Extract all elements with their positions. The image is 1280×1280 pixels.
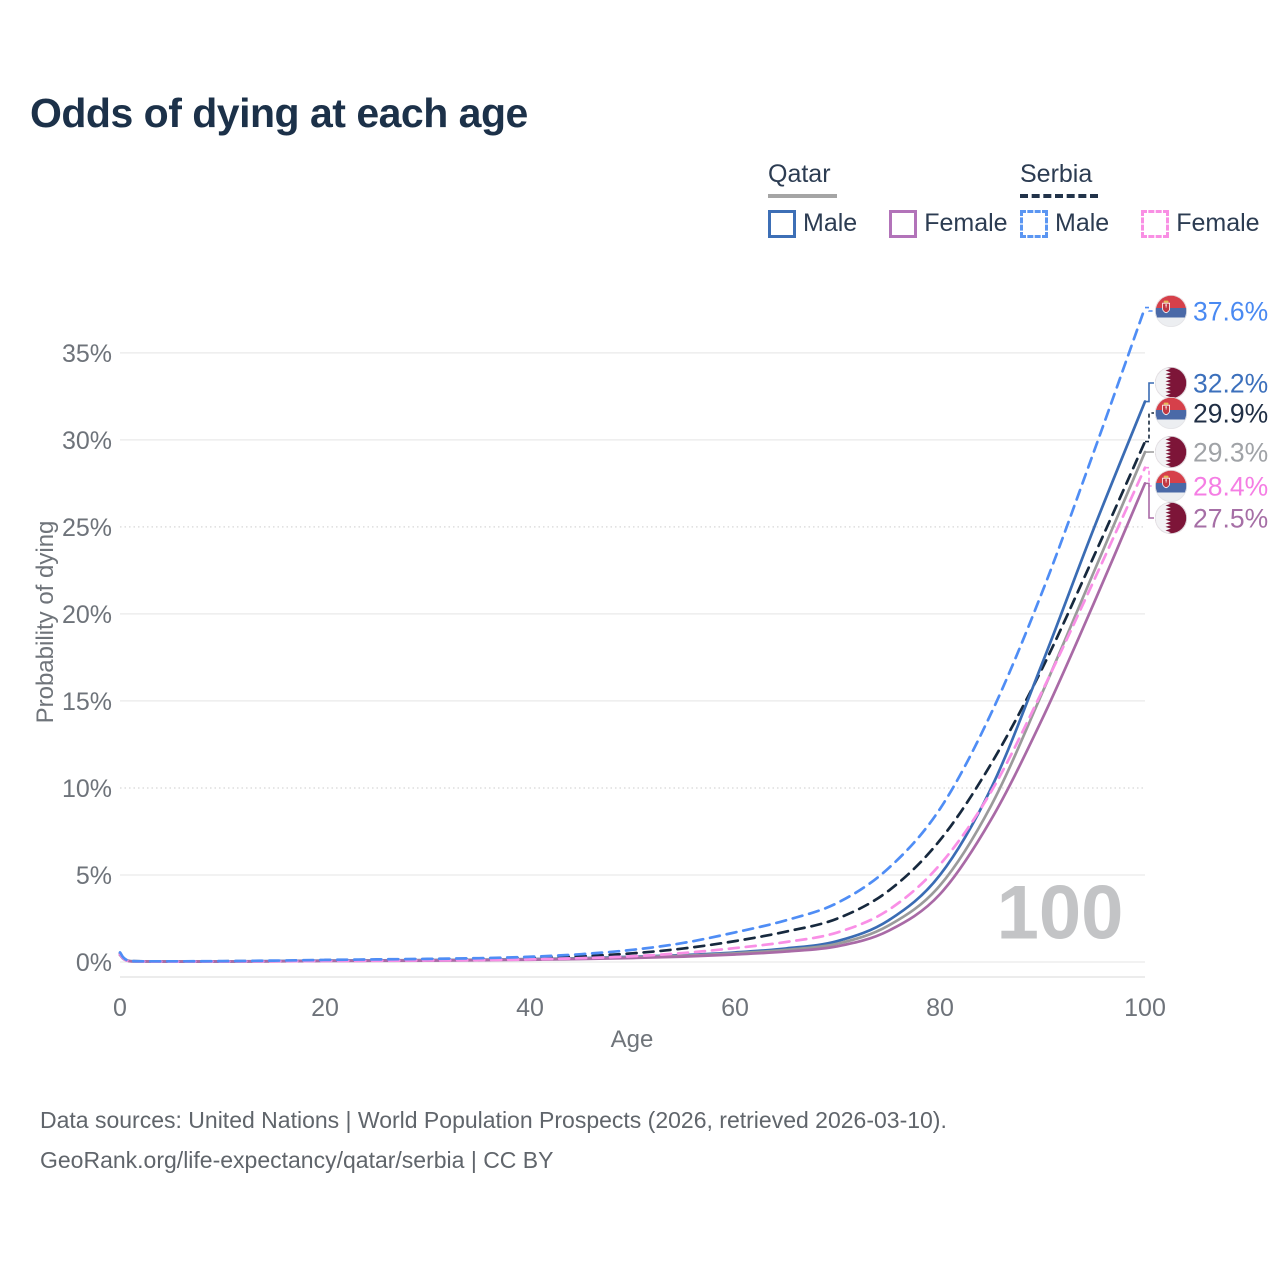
- x-tick-label: 80: [926, 994, 954, 1022]
- end-label-connector: [1145, 306, 1154, 312]
- legend-group-qatar: Qatar Male Female: [768, 160, 1008, 238]
- end-label-value: 28.4%: [1193, 472, 1268, 502]
- qatar-male-swatch-icon: [768, 209, 796, 238]
- end-label-value: 29.3%: [1193, 438, 1268, 468]
- end-label-connector: [1145, 482, 1154, 519]
- legend-item-qatar-female[interactable]: Female: [889, 209, 1008, 238]
- y-tick-label: 10%: [62, 775, 112, 803]
- end-label-serbia-male: 37.6%: [1154, 294, 1268, 328]
- y-tick-label: 20%: [62, 601, 112, 629]
- series-line-qatar-total: [118, 450, 1147, 963]
- end-label-qatar-female: 27.5%: [1154, 501, 1268, 535]
- serbia-male-swatch-icon: [1020, 209, 1048, 238]
- y-tick-label: 35%: [62, 340, 112, 368]
- serbia-flag-icon: [1154, 469, 1188, 503]
- x-tick-label: 40: [516, 994, 544, 1022]
- footer-data-sources: Data sources: United Nations | World Pop…: [40, 1107, 947, 1133]
- end-label-value: 37.6%: [1193, 297, 1268, 327]
- qatar-flag-icon: [1154, 366, 1188, 400]
- x-tick-label: 60: [721, 994, 749, 1022]
- x-tick-label: 20: [311, 994, 339, 1022]
- legend-item-label: Female: [924, 209, 1008, 237]
- age-counter-watermark: 100: [996, 870, 1124, 956]
- legend-item-label: Female: [1176, 209, 1260, 237]
- legend-item-serbia-female[interactable]: Female: [1141, 209, 1260, 238]
- x-axis-title: Age: [610, 1026, 654, 1053]
- x-tick-label: 0: [113, 994, 127, 1022]
- series-line-qatar-male: [118, 400, 1147, 963]
- qatar-flag-icon: [1154, 435, 1188, 469]
- series-line-serbia-male: [118, 306, 1147, 963]
- x-tick-label: 100: [1124, 994, 1166, 1022]
- end-label-qatar-male: 32.2%: [1154, 366, 1268, 400]
- y-tick-label: 0%: [76, 949, 112, 977]
- series-line-qatar-female: [118, 482, 1147, 964]
- end-label-qatar-total: 29.3%: [1154, 435, 1268, 469]
- legend-item-label: Male: [1055, 209, 1110, 237]
- page-title: Odds of dying at each age: [30, 90, 528, 136]
- end-label-value: 32.2%: [1193, 369, 1268, 399]
- end-label-value: 29.9%: [1193, 399, 1268, 429]
- legend-header-qatar[interactable]: Qatar: [768, 160, 837, 198]
- footer-attribution: GeoRank.org/life-expectancy/qatar/serbia…: [40, 1147, 554, 1173]
- end-label-connector: [1145, 412, 1154, 443]
- legend-item-serbia-male[interactable]: Male: [1020, 209, 1109, 238]
- y-axis-title: Probability of dying: [32, 520, 59, 724]
- end-label-serbia-female: 28.4%: [1154, 469, 1268, 503]
- y-tick-label: 15%: [62, 688, 112, 716]
- qatar-flag-icon: [1154, 501, 1188, 535]
- y-tick-label: 25%: [62, 514, 112, 542]
- serbia-female-swatch-icon: [1141, 209, 1170, 238]
- serbia-flag-icon: [1154, 396, 1188, 430]
- y-tick-label: 5%: [76, 862, 112, 890]
- legend-item-qatar-male[interactable]: Male: [768, 209, 857, 238]
- legend-item-label: Male: [803, 209, 858, 237]
- end-label-connector: [1145, 466, 1154, 487]
- legend-header-serbia[interactable]: Serbia: [1020, 160, 1099, 198]
- y-tick-label: 30%: [62, 427, 112, 455]
- legend-group-serbia: Serbia Male Female: [1020, 160, 1260, 238]
- end-label-serbia-total: 29.9%: [1154, 396, 1268, 430]
- end-label-value: 27.5%: [1193, 504, 1268, 534]
- qatar-female-swatch-icon: [889, 209, 918, 238]
- end-label-connector: [1145, 382, 1154, 403]
- serbia-flag-icon: [1154, 294, 1188, 328]
